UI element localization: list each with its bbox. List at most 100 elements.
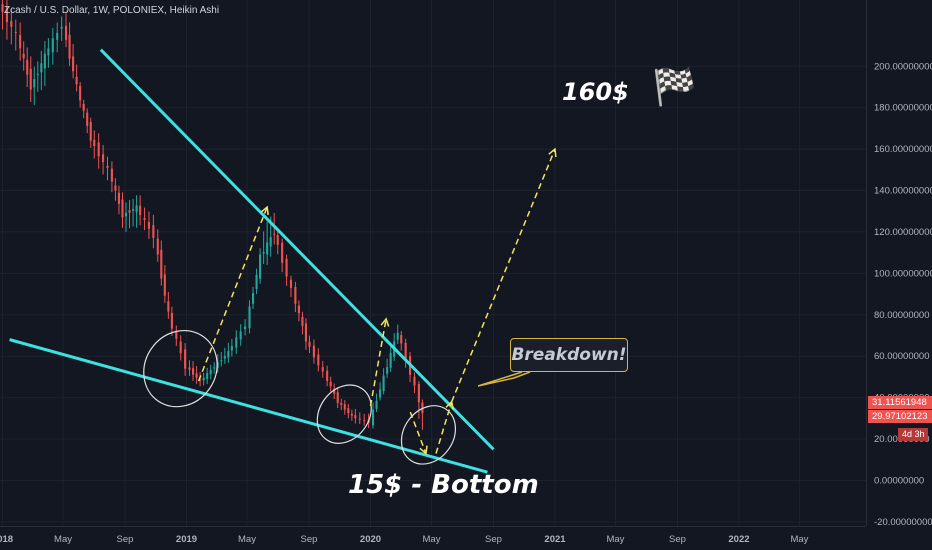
countdown-tag: 4d 3h (898, 428, 928, 441)
candle-body (326, 370, 329, 381)
x-tick-label: Sep (669, 534, 686, 545)
candle-body (417, 384, 420, 403)
breakdown-callout: Breakdown! (510, 338, 628, 372)
candle-body (93, 139, 96, 147)
y-tick-label: 120.00000000 (874, 227, 932, 238)
candle-body (312, 345, 315, 358)
candle-body (167, 301, 170, 312)
candle-body (273, 233, 276, 235)
candle-body (266, 242, 269, 255)
y-tick-label: -20.00000000 (874, 517, 932, 528)
x-tick-label: 2018 (0, 534, 13, 545)
highlight-ellipse (143, 329, 218, 408)
candle-body (404, 342, 407, 361)
candle-body (297, 305, 300, 314)
candle-body (400, 335, 403, 344)
x-tick-label: Sep (117, 534, 134, 545)
candle-body (179, 341, 182, 354)
candle-body (89, 121, 92, 141)
candle-body (343, 404, 346, 410)
candle-body (147, 222, 151, 229)
candle-body (386, 367, 389, 374)
candle-body (308, 341, 311, 347)
candle-body (336, 392, 339, 403)
x-tick-label: May (606, 534, 624, 545)
candle-body (251, 293, 255, 304)
candle-body (354, 415, 357, 419)
x-tick-label: May (423, 534, 441, 545)
y-tick-label: 100.00000000 (874, 268, 932, 279)
candle-body (235, 337, 238, 348)
candle-body (82, 103, 85, 111)
candle-body (244, 326, 247, 330)
candle-body (184, 349, 187, 369)
candle-body (358, 418, 361, 420)
y-tick-label: 80.00000000 (874, 310, 929, 321)
candle-body (47, 48, 50, 56)
candle-body (289, 279, 293, 288)
projection-line (197, 206, 268, 382)
y-tick-label: 160.00000000 (874, 144, 932, 155)
candle-body (22, 53, 25, 59)
callout-pointer (477, 371, 531, 387)
projection-arrowhead (419, 445, 428, 455)
x-tick-label: 2021 (544, 534, 566, 545)
candle-body (227, 351, 230, 358)
candle-body (128, 210, 131, 213)
x-tick-label: 2019 (176, 534, 197, 545)
candle-body (269, 237, 272, 247)
candle-body (114, 185, 117, 191)
candle-body (10, 20, 13, 27)
candle-body (97, 142, 100, 157)
y-tick-label: 200.00000000 (874, 61, 932, 72)
candle-body (60, 26, 63, 29)
candle-body (206, 373, 209, 379)
candle-body (64, 25, 68, 40)
x-tick-label: May (54, 534, 72, 545)
candle-body (195, 373, 198, 378)
candle-body (143, 217, 146, 220)
candle-body (230, 346, 233, 351)
candle-body (43, 53, 46, 69)
candle-body (156, 238, 159, 255)
candle-body (26, 59, 29, 75)
candle-body (72, 56, 75, 72)
candle-body (382, 375, 385, 392)
candle-body (363, 420, 366, 422)
y-tick-label: 140.00000000 (874, 186, 932, 197)
projection-line (435, 401, 453, 454)
candle-body (371, 409, 375, 426)
candle-body (132, 209, 135, 211)
candle-body (14, 32, 17, 34)
candle-body (202, 377, 205, 381)
candle-body (304, 323, 308, 342)
candle-body (375, 400, 378, 409)
candle-body (192, 368, 195, 375)
projection-arrowhead (548, 147, 557, 158)
candle-body (5, 6, 8, 23)
candle-body (36, 73, 39, 75)
target-label: 160$ (562, 78, 629, 106)
candle-body (317, 354, 320, 366)
candle-body (255, 274, 258, 289)
checkered-flag-icon: 🏁 (652, 67, 697, 108)
candle-body (220, 360, 223, 362)
candle-body (170, 312, 173, 329)
candle-body (86, 112, 89, 126)
time-axis-divider (0, 526, 866, 527)
candle-body (285, 258, 288, 277)
x-tick-label: 2020 (360, 534, 381, 545)
candle-body (248, 306, 251, 329)
candle-body (389, 352, 392, 368)
projection-line (369, 318, 387, 407)
candle-body (160, 249, 163, 279)
candle-body (379, 389, 382, 398)
candle-body (79, 86, 82, 101)
candle-body (321, 367, 324, 372)
candle-body (199, 379, 202, 381)
candle-body (124, 212, 128, 217)
highlight-ellipse (316, 384, 372, 444)
candle-body (281, 242, 284, 263)
